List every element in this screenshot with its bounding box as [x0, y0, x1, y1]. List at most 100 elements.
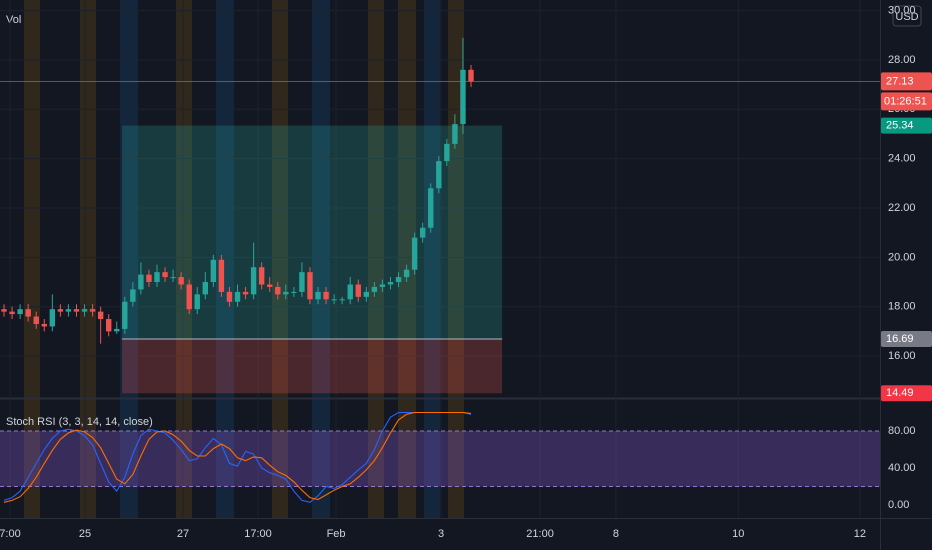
x-tick-label: 3	[438, 528, 444, 540]
candle-body	[162, 272, 168, 278]
x-tick-label: 25	[79, 528, 91, 540]
candle-body	[202, 282, 209, 295]
candle-body	[339, 299, 345, 301]
candle-body	[371, 286, 378, 292]
candle-body	[419, 227, 426, 238]
candle-body	[9, 311, 15, 315]
candle-body	[170, 277, 176, 279]
candle-body	[130, 289, 136, 302]
countdown-tag	[881, 92, 932, 111]
price-tag	[881, 385, 932, 402]
candle-body	[363, 291, 370, 297]
candle-body	[210, 259, 217, 283]
candle-body	[411, 237, 418, 270]
x-tick-label: 21:00	[526, 528, 554, 540]
price-tag	[881, 331, 932, 348]
candle-body	[460, 69, 466, 125]
y-tick-label: 80.00	[888, 425, 916, 437]
candle-body	[468, 69, 474, 82]
candle-body	[379, 284, 386, 287]
candle-body	[122, 301, 128, 329]
candle-body	[299, 272, 305, 292]
stripe	[24, 0, 40, 518]
stripe	[176, 0, 192, 518]
price-tag	[881, 117, 932, 134]
y-tick-label: 18.00	[888, 301, 916, 313]
x-tick-label: 8	[613, 528, 619, 540]
candle-body	[331, 299, 337, 301]
x-tick-label: 7:00	[0, 528, 21, 540]
candle-body	[323, 291, 329, 300]
currency-box[interactable]	[892, 5, 922, 27]
candle-body	[234, 291, 241, 302]
stripe	[424, 0, 440, 518]
price-tag-label: 25.34	[886, 119, 914, 131]
candle-body	[194, 294, 200, 310]
candle-body	[428, 188, 434, 228]
currency[interactable]: USD	[895, 11, 918, 23]
stripe	[368, 0, 384, 518]
x-tick-label: 27	[177, 528, 189, 540]
stripe	[120, 0, 138, 518]
candle-body	[89, 309, 96, 312]
x-tick-label: 17:00	[244, 528, 272, 540]
candle-body	[436, 161, 442, 189]
candle-body	[114, 328, 120, 332]
stripe	[80, 0, 96, 518]
candle-body	[242, 291, 249, 295]
candle-body	[97, 311, 104, 320]
candle-body	[154, 272, 160, 283]
price-tag-label: 14.49	[886, 387, 914, 399]
candle-body	[275, 286, 281, 295]
candle-body	[291, 291, 297, 293]
candle-body	[1, 309, 7, 312]
candle-body	[218, 259, 225, 292]
y-tick-label: 20.00	[888, 251, 916, 263]
candle-body	[267, 284, 273, 287]
candle-body	[41, 323, 47, 327]
candle-body	[444, 143, 450, 162]
candle-body	[81, 309, 88, 312]
candle-body	[355, 284, 361, 297]
countdown-label: 01:26:51	[884, 95, 927, 107]
y-tick-label: 30.00	[888, 5, 916, 17]
candle-body	[57, 309, 64, 312]
session-stripes	[24, 0, 464, 518]
x-tick-label: Feb	[327, 528, 346, 540]
price-tag-label: 16.69	[886, 333, 914, 345]
y-tick-label: 28.00	[888, 54, 916, 66]
candle-body	[65, 309, 72, 312]
y-tick-label: 0.00	[888, 499, 909, 511]
y-tick-label: 24.00	[888, 153, 916, 165]
stripe	[398, 0, 416, 518]
volume-label: Vol	[6, 14, 21, 26]
position-stop	[122, 339, 503, 394]
candle-body	[33, 316, 39, 324]
series-line	[3, 411, 472, 503]
candle-body	[17, 309, 23, 315]
candle-body	[226, 291, 233, 302]
candle-body	[73, 309, 80, 312]
stripe	[312, 0, 330, 518]
candle-body	[186, 284, 192, 310]
y-tick-label: 40.00	[888, 462, 916, 474]
stripe	[216, 0, 234, 518]
indicator-title: Stoch RSI (3, 3, 14, 14, close)	[6, 416, 153, 428]
stripe	[448, 0, 464, 518]
price-tag	[881, 72, 932, 91]
candle-body	[138, 274, 144, 290]
candle-body	[105, 319, 112, 332]
candle-body	[387, 282, 394, 285]
candle-body	[258, 267, 265, 285]
candle-body	[395, 277, 402, 283]
series-line	[3, 411, 472, 503]
candle-body	[178, 277, 184, 285]
price-tag-label: 27.13	[886, 75, 914, 87]
x-tick-label: 12	[854, 528, 866, 540]
candle-body	[49, 309, 56, 327]
candle-body	[307, 272, 313, 300]
x-tick-label: 10	[732, 528, 744, 540]
candle-body	[347, 284, 353, 300]
